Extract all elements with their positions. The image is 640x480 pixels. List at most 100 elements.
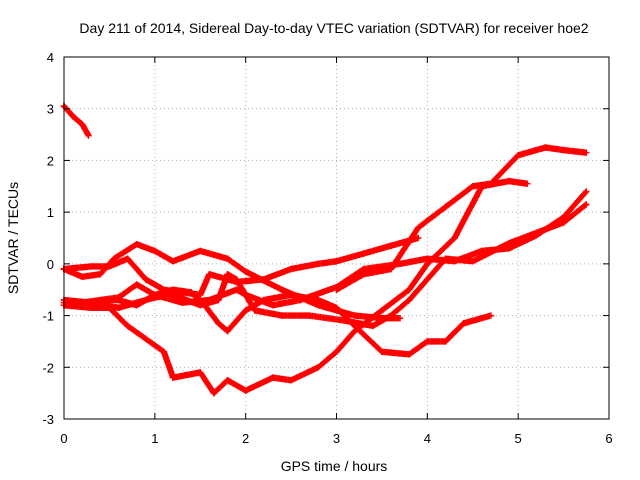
data-point [210,389,218,397]
data-point [242,268,249,275]
data-point [583,188,590,195]
data-point [378,348,386,355]
data-point [124,322,131,330]
data-point [478,247,486,255]
data-point [396,314,404,322]
data-point [97,296,104,304]
data-point [106,263,113,270]
data-point [206,271,213,278]
data-series [60,102,590,397]
data-point [442,203,449,211]
data-point [142,335,149,343]
data-point [197,291,204,299]
x-tick-label: 6 [605,431,612,446]
data-point [287,265,295,273]
data-point [315,364,322,371]
x-tick-label: 3 [333,431,340,446]
data-point [333,258,340,265]
data-point [169,374,177,381]
data-point [524,180,531,187]
data-point [351,312,358,319]
chart-title: Day 211 of 2014, Sidereal Day-to-day VTE… [79,20,588,36]
x-tick-label: 4 [424,431,431,446]
data-point [278,286,286,293]
data-point [451,234,458,242]
data-point [424,276,431,283]
data-point [133,241,140,248]
data-point [69,113,77,120]
data-point [206,296,213,304]
data-point [583,149,590,156]
data-point [187,289,195,296]
data-point [369,322,377,330]
data-point [242,387,249,394]
data-point [424,338,431,345]
y-tick-label: -1 [42,309,54,324]
data-point [260,296,268,304]
data-point [115,304,122,312]
x-tick-label: 2 [242,431,249,446]
x-tick-label: 0 [60,431,67,446]
data-point [278,312,286,319]
data-point [260,276,268,283]
data-point [396,260,404,268]
data-point [224,255,231,262]
data-point [560,214,567,221]
series-markers [333,144,588,293]
data-point [424,260,431,268]
data-point [333,304,340,312]
data-point [133,302,140,309]
data-point [287,291,295,299]
data-point [197,247,204,255]
data-point [442,338,449,345]
data-point [85,132,92,139]
data-point [142,276,149,283]
y-tick-label: 4 [47,50,54,65]
data-point [560,146,567,154]
data-point [460,320,467,327]
data-point [160,348,168,355]
data-point [405,296,413,304]
data-point [242,307,249,314]
data-point [315,296,322,304]
data-point [514,152,522,159]
data-point [133,281,140,288]
data-point [469,258,476,265]
x-tick-label: 5 [515,431,522,446]
data-point [269,374,277,381]
data-point [151,291,159,299]
axis-ticks: 0 1 2 3 4 5 6 -3 -2 -1 0 1 2 3 4 [42,50,612,446]
x-tick-label: 1 [151,431,158,446]
data-point [151,247,159,255]
data-point [487,180,495,187]
data-point [169,286,177,293]
data-point [451,258,458,265]
x-axis-label: GPS time / hours [281,458,388,474]
data-point [224,377,231,384]
data-point [405,286,413,293]
y-tick-label: -3 [42,412,54,427]
series-markers [60,102,91,138]
data-point [242,291,249,299]
data-point [233,286,240,293]
data-point [287,377,295,384]
data-point [387,312,395,319]
y-tick-label: 1 [47,205,54,220]
series-track-6 [60,286,495,358]
data-point [315,260,322,268]
data-point [351,327,358,335]
data-point [224,327,231,335]
data-point [360,250,367,257]
y-axis-label: SDTVAR / TECUs [5,182,21,294]
data-point [178,299,186,306]
data-point [333,348,340,355]
data-point [224,271,231,278]
y-tick-label: -2 [42,360,54,375]
data-point [333,286,340,293]
data-point [110,255,118,262]
y-tick-label: 3 [47,102,54,117]
data-point [78,273,86,280]
data-point [269,302,277,309]
data-point [169,258,177,265]
y-tick-label: 0 [47,257,54,272]
